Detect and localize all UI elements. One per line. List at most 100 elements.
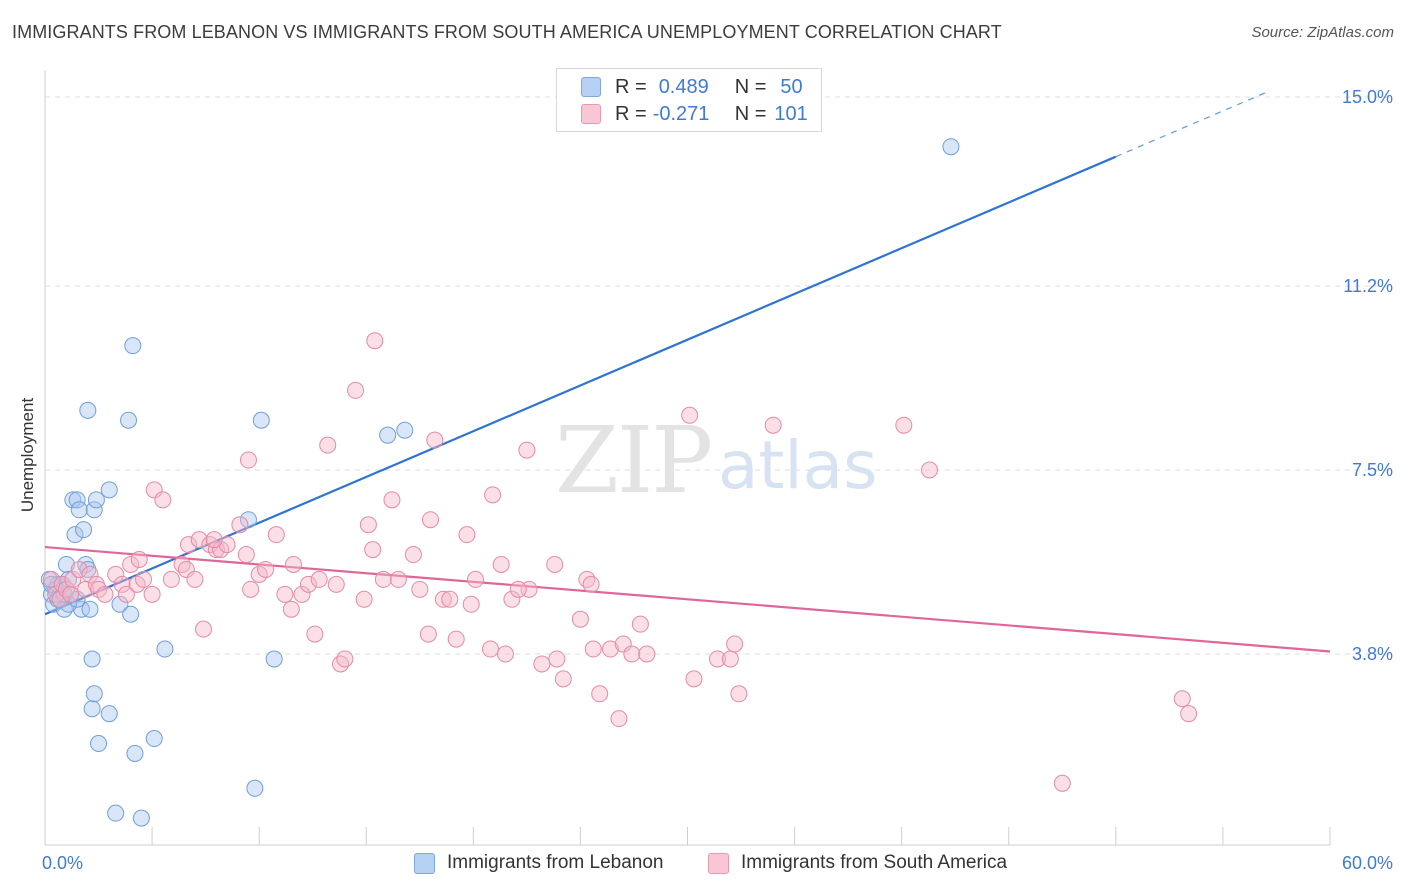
point-south-america bbox=[721, 650, 739, 668]
point-south-america bbox=[239, 451, 257, 469]
y-tick-label: 3.8% bbox=[1352, 644, 1393, 664]
point-south-america bbox=[518, 441, 536, 459]
point-lebanon bbox=[72, 600, 90, 618]
point-lebanon bbox=[79, 401, 97, 419]
point-south-america bbox=[411, 580, 429, 598]
legend-n-label: N = bbox=[734, 75, 767, 98]
point-south-america bbox=[466, 570, 484, 588]
point-south-america bbox=[548, 650, 566, 668]
point-south-america bbox=[1180, 705, 1198, 723]
point-south-america bbox=[492, 555, 510, 573]
point-south-america bbox=[205, 531, 223, 549]
trend-lines bbox=[44, 92, 1331, 653]
point-south-america bbox=[113, 575, 131, 593]
x-tick-label: 60.0% bbox=[1342, 853, 1393, 873]
point-south-america bbox=[145, 481, 163, 499]
point-lebanon bbox=[66, 526, 84, 544]
point-lebanon bbox=[100, 705, 118, 723]
point-south-america bbox=[364, 541, 382, 559]
point-south-america bbox=[62, 585, 80, 603]
point-lebanon bbox=[87, 491, 105, 509]
point-lebanon bbox=[111, 595, 129, 613]
point-lebanon bbox=[85, 685, 103, 703]
legend-r-label: R = bbox=[615, 75, 647, 98]
bottom-legend-swatch-lebanon bbox=[414, 852, 435, 874]
y-tick-label: 15.0% bbox=[1342, 87, 1393, 107]
point-south-america bbox=[284, 555, 302, 573]
point-south-america bbox=[726, 635, 744, 653]
x-tick-label: 0.0% bbox=[42, 853, 83, 873]
point-lebanon bbox=[83, 650, 101, 668]
point-south-america bbox=[359, 516, 377, 534]
point-lebanon bbox=[90, 735, 108, 753]
point-south-america bbox=[895, 416, 913, 434]
point-lebanon bbox=[124, 337, 142, 355]
point-south-america bbox=[293, 585, 311, 603]
legend-r-value: -0.271 bbox=[652, 102, 710, 125]
point-lebanon bbox=[75, 521, 93, 539]
point-south-america bbox=[117, 585, 135, 603]
point-south-america bbox=[447, 630, 465, 648]
point-lebanon bbox=[120, 411, 138, 429]
legend-row-south-america: R = -0.271 N = 101 bbox=[581, 101, 808, 127]
point-south-america bbox=[162, 570, 180, 588]
point-lebanon bbox=[252, 411, 270, 429]
point-lebanon bbox=[64, 491, 82, 509]
point-south-america bbox=[484, 486, 502, 504]
point-south-america bbox=[764, 416, 782, 434]
point-south-america bbox=[194, 620, 212, 638]
point-lebanon bbox=[396, 421, 414, 439]
point-south-america bbox=[582, 575, 600, 593]
point-south-america bbox=[135, 570, 153, 588]
bottom-legend-south-america: Immigrants from South America bbox=[708, 852, 1007, 874]
point-south-america bbox=[591, 685, 609, 703]
chart-title: IMMIGRANTS FROM LEBANON VS IMMIGRANTS FR… bbox=[12, 22, 1002, 42]
point-south-america bbox=[177, 560, 195, 578]
legend-n-label: N = bbox=[734, 102, 767, 125]
point-south-america bbox=[355, 590, 373, 608]
point-south-america bbox=[336, 650, 354, 668]
bottom-legend-lebanon: Immigrants from Lebanon bbox=[414, 852, 664, 874]
point-south-america bbox=[481, 640, 499, 658]
point-south-america bbox=[179, 536, 197, 554]
point-south-america bbox=[441, 590, 459, 608]
watermark-zip: ZIP bbox=[555, 407, 711, 514]
point-lebanon bbox=[122, 605, 140, 623]
point-south-america bbox=[306, 625, 324, 643]
point-lebanon bbox=[239, 511, 257, 529]
point-lebanon bbox=[85, 501, 103, 519]
point-south-america bbox=[242, 580, 260, 598]
legend-swatch-south-america bbox=[581, 104, 601, 124]
point-south-america bbox=[143, 585, 161, 603]
point-lebanon bbox=[83, 700, 101, 718]
point-lebanon bbox=[107, 804, 125, 822]
point-south-america bbox=[503, 590, 521, 608]
point-south-america bbox=[458, 526, 476, 544]
point-south-america bbox=[419, 625, 437, 643]
point-south-america bbox=[533, 655, 551, 673]
point-south-america bbox=[571, 610, 589, 628]
point-south-america bbox=[623, 645, 641, 663]
point-south-america bbox=[81, 565, 99, 583]
point-south-america bbox=[685, 670, 703, 688]
bottom-legend-swatch-south-america bbox=[708, 852, 729, 874]
correlation-legend: R = 0.489 N = 50 R = -0.271 N = 101 bbox=[556, 68, 822, 132]
point-south-america bbox=[310, 570, 328, 588]
point-south-america bbox=[276, 585, 294, 603]
point-south-america bbox=[610, 710, 628, 728]
trend-line-lebanon-extension bbox=[1115, 92, 1267, 158]
legend-n-value: 50 bbox=[780, 75, 803, 98]
point-south-america bbox=[434, 590, 452, 608]
point-south-america bbox=[389, 570, 407, 588]
point-south-america bbox=[921, 461, 939, 479]
point-south-america bbox=[70, 560, 88, 578]
point-south-america bbox=[267, 526, 285, 544]
point-south-america bbox=[708, 650, 726, 668]
point-lebanon bbox=[265, 650, 283, 668]
y-tick-label: 11.2% bbox=[1343, 276, 1393, 296]
watermark-atlas: atlas bbox=[718, 427, 878, 504]
point-south-america bbox=[96, 585, 114, 603]
point-south-america bbox=[231, 516, 249, 534]
point-south-america bbox=[347, 381, 365, 399]
point-lebanon bbox=[57, 555, 75, 573]
